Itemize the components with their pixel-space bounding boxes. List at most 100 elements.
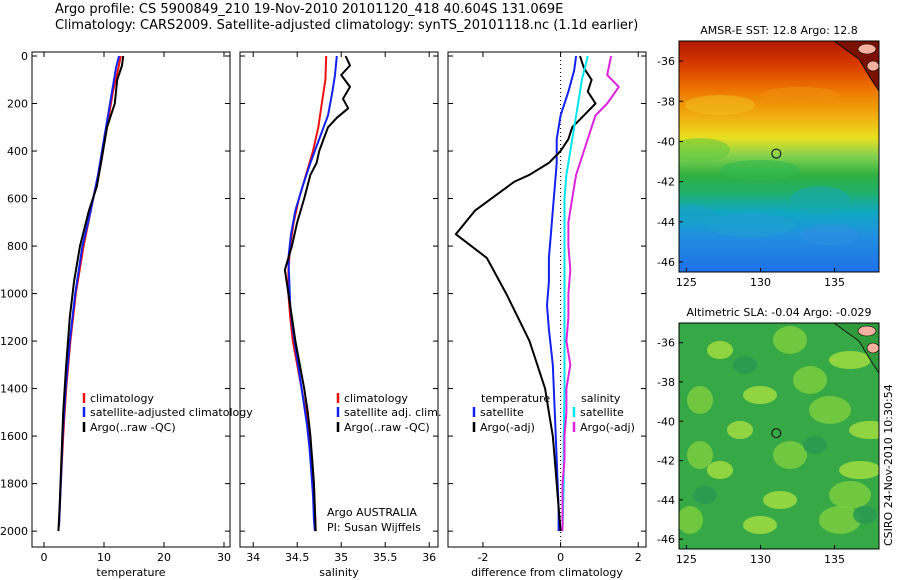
legend-satellite-adjusted-label: satellite-adjusted climatology <box>90 406 253 419</box>
legend-temp-argo-label: Argo(-adj) <box>480 421 535 434</box>
land-patch <box>857 43 877 55</box>
sla-low-3 <box>853 506 877 524</box>
y-tick-label: 1200 <box>0 335 28 348</box>
panel-frame <box>31 51 231 548</box>
legend-temp-satellite-label: satellite <box>480 406 524 419</box>
argo-australia-annotation: Argo AUSTRALIA <box>327 506 417 519</box>
sla-blob-2 <box>829 351 871 369</box>
y-tick-label: 600 <box>7 193 28 206</box>
temperature-axis-label: temperature <box>96 566 165 579</box>
panel-frame <box>447 51 647 548</box>
y-tick-label: 800 <box>7 240 28 253</box>
map-y-tick-label: -42 <box>657 455 675 468</box>
sla-blob-6 <box>707 461 733 479</box>
x-tick-label: 35.5 <box>373 551 398 564</box>
map-title: AMSR-E SST: 12.8 Argo: 12.8 <box>700 24 858 37</box>
argo-location-marker <box>771 428 782 439</box>
y-tick-label: 200 <box>7 98 28 111</box>
legend-salinity-heading: salinity <box>581 392 621 405</box>
sla-blob-1 <box>773 326 807 354</box>
sla-blob-0 <box>707 341 733 359</box>
x-tick-label: -2 <box>477 551 488 564</box>
x-tick-label: 10 <box>97 551 111 564</box>
legend-climatology-label: climatology <box>344 392 408 405</box>
legend-argo-label: Argo(..raw -QC) <box>344 421 430 434</box>
map-y-tick-label: -44 <box>657 494 675 507</box>
map-y-tick-label: -46 <box>657 256 675 269</box>
x-tick-label: 2 <box>635 551 642 564</box>
profile-panel-3: -2 0 2 difference from climatology <box>447 51 647 579</box>
map-frame <box>678 40 880 273</box>
sla-blob-10 <box>743 516 777 534</box>
y-tick-label: 2000 <box>0 525 28 538</box>
map-y-tick-label: -46 <box>657 533 675 546</box>
legend-sal-satellite-label: satellite <box>580 406 624 419</box>
sla-low-1 <box>803 436 827 454</box>
sst-texture-5 <box>800 225 860 245</box>
x-tick-label: 0 <box>557 551 564 564</box>
legend-satellite-adj-label: satellite adj. clim. <box>344 406 441 419</box>
sla-blob-15 <box>687 441 713 469</box>
x-tick-label: 34 <box>246 551 260 564</box>
x-tick-label: 30 <box>217 551 231 564</box>
map-y-tick-label: -38 <box>657 376 675 389</box>
sla-blob-3 <box>687 386 713 414</box>
difference-legend: temperaturesatelliteArgo(-adj)salinitysa… <box>472 392 635 434</box>
y-tick-label: 1800 <box>0 478 28 491</box>
sst-texture-6 <box>685 95 755 115</box>
legend-climatology-label: climatology <box>90 392 154 405</box>
legend-temperature-heading: temperature <box>481 392 550 405</box>
sla-blob-14 <box>849 421 879 439</box>
sla-blob-17 <box>829 481 871 509</box>
panel-frame <box>239 51 439 548</box>
sla-low-2 <box>693 486 717 504</box>
x-tick-label: 0 <box>41 551 48 564</box>
sst-texture-0 <box>679 138 730 162</box>
series-line-2 <box>58 55 120 527</box>
map-field <box>679 41 879 272</box>
header-line-1: Argo profile: CS 5900849_210 19-Nov-2010… <box>55 2 564 17</box>
csiro-credit: CSIRO 24-Nov-2010 10:30:54 <box>882 384 895 546</box>
series-line-2 <box>287 55 338 532</box>
map-field <box>679 323 879 549</box>
sst-texture-7 <box>760 87 840 103</box>
map-x-tick-label: 130 <box>750 276 771 289</box>
sla-blob-13 <box>793 366 827 394</box>
series-line-4 <box>561 55 620 532</box>
map-y-tick-label: -36 <box>657 55 675 68</box>
sst-texture-2 <box>790 186 850 214</box>
series-line-1 <box>58 55 122 527</box>
x-tick-label: 20 <box>157 551 171 564</box>
map-x-tick-label: 125 <box>676 276 697 289</box>
map-x-tick-label: 125 <box>676 553 697 566</box>
header-line-2: Climatology: CARS2009. Satellite-adjuste… <box>55 18 639 33</box>
map-y-tick-label: -38 <box>657 95 675 108</box>
sla-blob-9 <box>679 506 703 534</box>
map-y-tick-label: -44 <box>657 216 675 229</box>
y-tick-label: 400 <box>7 145 28 158</box>
sla-map: Altimetric SLA: -0.04 Argo: -0.029 125 130… <box>657 306 880 566</box>
map-x-tick-label: 135 <box>824 553 845 566</box>
series-line-2 <box>454 55 597 532</box>
sst-texture-4 <box>705 213 795 237</box>
sla-blob-11 <box>819 506 861 534</box>
sla-blob-4 <box>743 386 777 404</box>
sla-blob-16 <box>763 491 797 509</box>
sla-blob-8 <box>839 461 879 479</box>
salinity-axis-label: salinity <box>319 566 359 579</box>
map-frame <box>678 322 880 550</box>
sla-blob-12 <box>727 421 753 439</box>
x-tick-label: 35 <box>334 551 348 564</box>
y-tick-label: 1600 <box>0 430 28 443</box>
legend-argo-label: Argo(..raw -QC) <box>90 421 176 434</box>
legend-sal-argo-label: Argo(-adj) <box>580 421 635 434</box>
y-tick-label: 1400 <box>0 383 28 396</box>
map-x-tick-label: 135 <box>824 276 845 289</box>
x-tick-label: 36 <box>422 551 436 564</box>
map-title: Altimetric SLA: -0.04 Argo: -0.029 <box>687 306 872 319</box>
map-y-tick-label: -36 <box>657 337 675 350</box>
pi-annotation: PI: Susan Wijffels <box>327 521 421 534</box>
